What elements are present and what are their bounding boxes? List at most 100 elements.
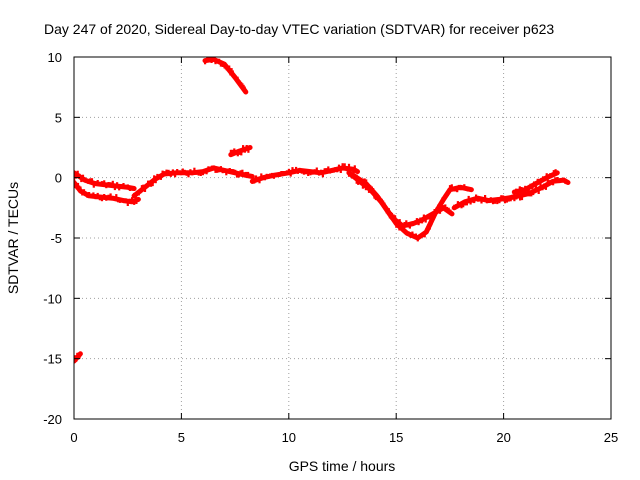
series-point-trace-d [321, 173, 324, 178]
series-point-trace-g [554, 177, 557, 182]
series-point-trace-d [347, 163, 351, 168]
series-point-trace-d [254, 175, 258, 180]
series-point-trace-j [233, 148, 236, 153]
series-point-trace-a [100, 181, 104, 186]
series-point-trace-i [221, 63, 224, 67]
series-point-trace-g [471, 198, 474, 203]
series-point-trace-e [442, 205, 445, 210]
series-point-trace-g [552, 181, 555, 186]
series-point-trace-f [409, 233, 412, 238]
series-point-trace-c [247, 171, 250, 176]
series-point-trace-i [240, 82, 243, 87]
y-tick-label: 5 [55, 110, 62, 125]
series-point-trace-a [92, 183, 95, 188]
series-point-trace-e [415, 218, 418, 223]
series-point-trace-i [235, 76, 238, 81]
series-point-trace-f [369, 185, 372, 190]
series-point-trace-h [524, 185, 527, 190]
series-point-trace-c [207, 166, 210, 171]
series-point-trace-h [533, 181, 536, 186]
series-point-trace-f [379, 198, 382, 203]
series-point-trace-g [535, 187, 538, 192]
series-point-trace-g [530, 192, 533, 197]
series-point-trace-c [169, 172, 172, 177]
series-point-trace-g [509, 197, 512, 202]
series-point-trace-j [245, 145, 248, 149]
series-point-trace-d [343, 163, 346, 168]
series-point-trace-g [475, 194, 478, 199]
series-point-trace-f [433, 212, 437, 217]
series-point-trace-f [447, 188, 450, 193]
series-point-trace-c [185, 171, 188, 176]
series-point-trace-a [85, 178, 88, 183]
series-point-trace-g [564, 179, 567, 184]
series-point-trace-e [438, 209, 442, 214]
series-point-trace-f [418, 234, 421, 239]
series-point-trace-a [94, 181, 97, 186]
series-point-trace-d [320, 169, 323, 174]
series-point-trace-d [265, 173, 268, 178]
series-point-trace-d [251, 179, 254, 184]
series-point-trace-a [89, 178, 92, 183]
series-point-trace-f [465, 186, 468, 191]
series-point-trace-f [389, 211, 392, 216]
series-point-trace-f [370, 186, 373, 191]
ticks: 0 5 10 15 20 25 -20 -15 -10 -5 0 5 10 [43, 50, 618, 445]
series-point-trace-c [237, 173, 240, 178]
series-point-trace-j [242, 145, 245, 150]
series-point-trace-h [525, 187, 529, 192]
series-point-trace-f [450, 184, 453, 189]
series-point-trace-g [519, 196, 522, 201]
series-point-trace-c [212, 165, 215, 170]
series-point-trace-c [189, 169, 192, 174]
series-point-trace-g [507, 197, 510, 202]
series-point-trace-g [482, 197, 485, 202]
series-point-trace-i [236, 76, 239, 81]
series-point-trace-e [407, 223, 410, 228]
series-point-trace-g [503, 199, 507, 204]
series-point-trace-b [88, 192, 91, 196]
series-point-trace-i [218, 58, 221, 63]
series-point-trace-b [118, 198, 121, 203]
series-point-trace-a [80, 178, 83, 183]
series-point-trace-e [398, 219, 401, 224]
series-point-trace-d [355, 168, 358, 173]
series-point-trace-d [309, 171, 312, 176]
series-point-trace-b [103, 194, 106, 198]
series-point-trace-i [219, 62, 222, 67]
series-point-trace-c [147, 180, 150, 185]
series-point-trace-e [403, 222, 406, 226]
series-point-trace-g [467, 195, 470, 200]
series-point-trace-e [357, 180, 360, 185]
series-point-trace-f [353, 174, 357, 179]
series-point-trace-h [542, 176, 545, 181]
series-point-trace-c [163, 171, 166, 176]
series-point-trace-g [513, 197, 516, 202]
series-point-trace-d [272, 174, 275, 179]
series-point-trace-g [491, 200, 495, 205]
series-point-trace-c [156, 173, 159, 178]
series-point-trace-b [115, 194, 118, 199]
series-point-trace-c [195, 170, 198, 175]
series-point-trace-g [478, 197, 481, 202]
series-point-trace-a [107, 182, 110, 186]
series-point-trace-c [143, 188, 147, 192]
series-point-trace-f [430, 221, 433, 226]
series-point-trace-b [76, 182, 80, 187]
series-point-trace-a [103, 180, 106, 185]
series-point-trace-f [357, 177, 360, 182]
series-point-trace-d [345, 167, 348, 172]
series-point-trace-c [187, 173, 190, 178]
series-point-trace-c [235, 173, 239, 178]
series-point-trace-c [191, 171, 194, 176]
series-point-trace-h [518, 186, 521, 191]
series-point-trace-i [230, 68, 233, 73]
chart-title: Day 247 of 2020, Sidereal Day-to-day VTE… [44, 21, 554, 37]
series-point-trace-a [96, 180, 99, 184]
series-point-trace-c [228, 168, 231, 172]
series-point-trace-d [295, 166, 298, 171]
series-point-trace-e [367, 188, 371, 193]
series-point-trace-c [176, 169, 179, 173]
series-point-trace-f [385, 207, 388, 212]
series-point-trace-b [117, 198, 120, 203]
